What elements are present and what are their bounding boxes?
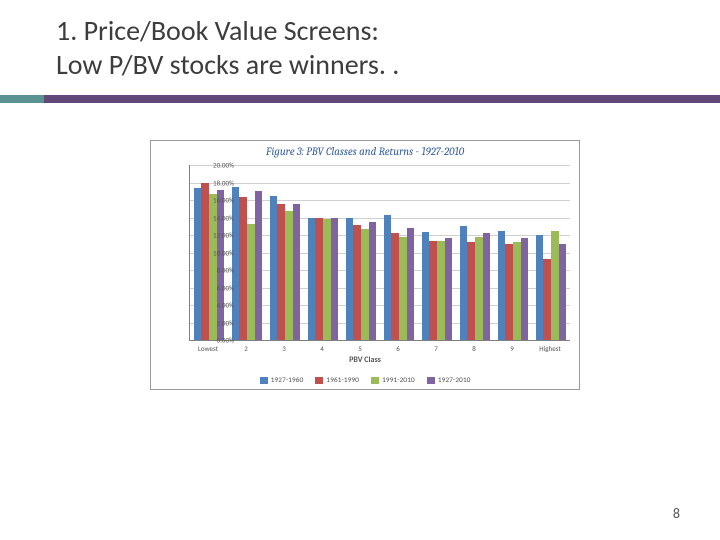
- y-tick-label: 12.00%: [199, 231, 234, 240]
- legend-item: 1927-1960: [260, 376, 304, 385]
- bar: [399, 237, 407, 340]
- bar: [201, 183, 209, 341]
- chart-title: Figure 3: PBV Classes and Returns - 1927…: [151, 145, 579, 158]
- bar: [429, 241, 437, 340]
- gridline: [190, 183, 570, 184]
- bar: [460, 226, 468, 340]
- bar: [308, 218, 316, 341]
- x-tick-label: 7: [434, 344, 438, 353]
- bar: [543, 259, 551, 340]
- legend-swatch: [260, 377, 268, 384]
- page-number: 8: [673, 505, 680, 522]
- accent-bar: [0, 95, 720, 103]
- slide-title: 1. Price/Book Value Screens: Low P/BV st…: [56, 14, 399, 81]
- bar: [513, 242, 521, 340]
- x-tick-label: 4: [320, 344, 324, 353]
- bar: [361, 229, 369, 340]
- legend-item: 1961-1990: [315, 376, 359, 385]
- plot-area: [189, 165, 570, 341]
- title-line-2: Low P/BV stocks are winners. .: [56, 47, 399, 82]
- accent-teal: [0, 95, 44, 103]
- bar: [323, 219, 331, 340]
- legend-label: 1927-2010: [438, 376, 471, 385]
- bar: [353, 225, 361, 341]
- bar: [384, 215, 392, 340]
- y-tick-label: 14.00%: [199, 213, 234, 222]
- bar: [498, 231, 506, 340]
- y-tick-label: 4.00%: [199, 301, 234, 310]
- y-tick-label: 16.00%: [199, 196, 234, 205]
- x-tick-label: 9: [510, 344, 514, 353]
- bar: [505, 244, 513, 340]
- gridline: [190, 218, 570, 219]
- legend: 1927-1960 1961-1990 1991-2010 1927-2010: [151, 376, 579, 385]
- y-tick-label: 18.00%: [199, 178, 234, 187]
- bar: [551, 231, 559, 340]
- y-tick-label: 2.00%: [199, 318, 234, 327]
- legend-item: 1927-2010: [427, 376, 471, 385]
- bar: [277, 204, 285, 340]
- bar: [239, 197, 247, 340]
- bar: [475, 237, 483, 340]
- bar: [247, 224, 255, 340]
- bar: [315, 218, 323, 341]
- y-tick-label: 8.00%: [199, 266, 234, 275]
- bar: [559, 244, 567, 340]
- gridline: [190, 165, 570, 166]
- bar: [437, 241, 445, 340]
- x-tick-label: 3: [282, 344, 286, 353]
- bar: [369, 222, 377, 340]
- legend-swatch: [427, 377, 435, 384]
- bar: [346, 218, 354, 341]
- x-tick-label: 6: [396, 344, 400, 353]
- bar: [270, 196, 278, 340]
- x-tick-label: 5: [358, 344, 362, 353]
- accent-plum: [44, 95, 720, 103]
- bar: [293, 204, 301, 340]
- x-tick-label: 2: [244, 344, 248, 353]
- bar: [255, 191, 263, 340]
- y-tick-label: 10.00%: [199, 248, 234, 257]
- bar: [536, 235, 544, 340]
- title-line-1: 1. Price/Book Value Screens:: [56, 13, 379, 48]
- legend-item: 1991-2010: [371, 376, 415, 385]
- gridline: [190, 200, 570, 201]
- legend-label: 1961-1990: [326, 376, 359, 385]
- legend-label: 1991-2010: [382, 376, 415, 385]
- y-tick-label: 6.00%: [199, 283, 234, 292]
- bar: [521, 238, 529, 340]
- x-axis-label: PBV Class: [151, 355, 579, 365]
- y-tick-label: 20.00%: [199, 161, 234, 170]
- bar: [407, 228, 415, 340]
- legend-swatch: [371, 377, 379, 384]
- x-tick-label: Lowest: [198, 344, 218, 353]
- bar: [483, 233, 491, 340]
- legend-label: 1927-1960: [271, 376, 304, 385]
- bar: [391, 233, 399, 340]
- bar: [331, 218, 339, 341]
- bar: [467, 242, 475, 340]
- bar: [285, 211, 293, 340]
- bar: [445, 238, 453, 340]
- bar: [422, 232, 430, 341]
- chart-frame: Figure 3: PBV Classes and Returns - 1927…: [150, 140, 580, 390]
- legend-swatch: [315, 377, 323, 384]
- x-tick-label: 8: [472, 344, 476, 353]
- x-tick-label: Highest: [539, 344, 560, 353]
